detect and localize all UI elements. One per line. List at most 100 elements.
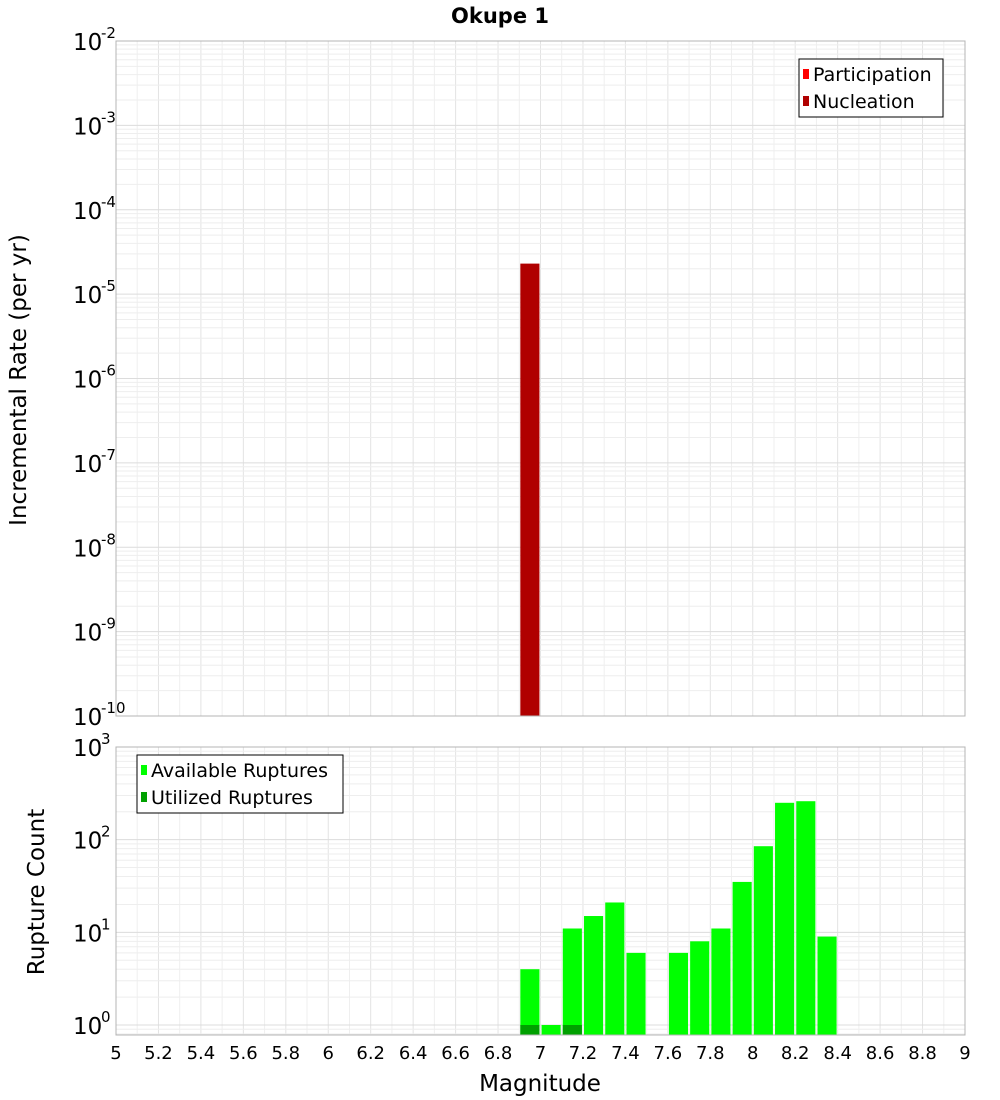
y-tick-base: 10 xyxy=(73,114,102,140)
x-tick-label: 8.2 xyxy=(781,1043,810,1064)
bar-available-ruptures xyxy=(775,802,795,1035)
bar-available-ruptures xyxy=(668,952,689,1035)
y-tick-exponent: 0 xyxy=(101,1008,111,1026)
y-tick-label: 10-6 xyxy=(73,362,116,394)
y-tick-base: 10 xyxy=(73,199,102,225)
bar-available-ruptures xyxy=(732,881,752,1035)
y-tick-exponent: -8 xyxy=(101,530,116,548)
x-tick-label: 6.8 xyxy=(484,1043,513,1064)
y-tick-base: 10 xyxy=(73,736,102,762)
y-tick-base: 10 xyxy=(73,452,102,478)
bar-utilized-ruptures xyxy=(562,1025,582,1035)
y-tick-label: 103 xyxy=(73,730,111,762)
x-tick-label: 7.2 xyxy=(569,1043,598,1064)
y-tick-exponent: 3 xyxy=(101,730,111,748)
x-tick-label: 5 xyxy=(110,1043,121,1064)
y-tick-exponent: 2 xyxy=(101,823,111,841)
y-tick-exponent: -3 xyxy=(101,108,116,126)
y-tick-label: 10-8 xyxy=(73,530,116,562)
legend-box xyxy=(136,754,344,814)
count-panel-legend: Available Ruptures Utilized Ruptures xyxy=(136,754,344,814)
y-tick-base: 10 xyxy=(73,829,102,855)
x-tick-label: 7 xyxy=(535,1043,546,1064)
y-tick-base: 10 xyxy=(73,705,102,731)
x-tick-labels: 5 5.2 5.4 5.6 5.8 6 6.2 6.4 6.6 6.8 7 7.2 7.4 7.6 7.8 8… xyxy=(110,1043,970,1064)
bar-available-ruptures xyxy=(711,928,731,1035)
legend-swatch xyxy=(803,69,809,79)
y-tick-label: 10-5 xyxy=(73,277,116,309)
rate-panel-bars xyxy=(520,263,540,716)
legend-swatch xyxy=(141,792,147,802)
bar-available-ruptures xyxy=(626,952,646,1035)
x-tick-label: 9 xyxy=(959,1043,970,1064)
y-tick-exponent: -9 xyxy=(101,615,116,633)
bar-available-ruptures xyxy=(690,941,710,1035)
y-tick-base: 10 xyxy=(73,368,102,394)
y-tick-base: 10 xyxy=(73,1014,102,1040)
x-tick-label: 8 xyxy=(747,1043,758,1064)
legend-label: Nucleation xyxy=(813,91,915,113)
x-tick-label: 6.2 xyxy=(356,1043,385,1064)
y-tick-base: 10 xyxy=(73,283,102,309)
x-tick-label: 7.8 xyxy=(696,1043,725,1064)
y-tick-exponent: -2 xyxy=(101,24,116,42)
x-tick-label: 7.4 xyxy=(611,1043,640,1064)
legend-label: Utilized Ruptures xyxy=(151,787,313,809)
legend-label: Available Ruptures xyxy=(151,760,328,782)
bar-available-ruptures xyxy=(584,916,604,1035)
legend-swatch xyxy=(803,96,809,106)
rate-panel-grid xyxy=(115,40,966,717)
bar-available-ruptures xyxy=(562,928,582,1035)
y-tick-exponent: 1 xyxy=(101,915,111,933)
bar-available-ruptures xyxy=(753,846,773,1035)
legend-swatch xyxy=(141,765,147,775)
y-tick-label: 10-2 xyxy=(73,24,116,56)
x-tick-label: 8.4 xyxy=(823,1043,852,1064)
y-tick-base: 10 xyxy=(73,536,102,562)
y-tick-exponent: -6 xyxy=(101,362,116,380)
y-tick-label: 10-4 xyxy=(73,193,116,225)
rate-panel-frame xyxy=(115,40,966,717)
rate-panel-y-axis-label: Incremental Rate (per yr) xyxy=(6,234,32,526)
y-tick-label: 100 xyxy=(73,1008,111,1040)
x-tick-label: 6 xyxy=(323,1043,334,1064)
x-tick-label: 5.6 xyxy=(229,1043,258,1064)
bar-available-ruptures xyxy=(796,801,816,1035)
y-tick-label: 101 xyxy=(73,915,111,947)
y-tick-label: 102 xyxy=(73,823,111,855)
bar-available-ruptures xyxy=(541,1025,561,1035)
y-tick-exponent: -4 xyxy=(101,193,116,211)
legend-box xyxy=(798,58,944,118)
x-tick-label: 5.2 xyxy=(144,1043,173,1064)
bar-available-ruptures xyxy=(520,969,540,1035)
y-tick-base: 10 xyxy=(73,921,102,947)
y-tick-label: 10-9 xyxy=(73,615,116,647)
y-tick-base: 10 xyxy=(73,621,102,647)
x-tick-label: 7.6 xyxy=(654,1043,683,1064)
count-panel-frame xyxy=(115,746,966,1036)
x-tick-label: 6.6 xyxy=(441,1043,470,1064)
rate-panel-legend: Participation Nucleation xyxy=(798,58,944,118)
legend-label: Participation xyxy=(813,64,932,86)
bar-utilized-ruptures xyxy=(520,1025,540,1035)
bar-available-ruptures xyxy=(817,936,837,1035)
bar-available-ruptures xyxy=(605,902,625,1035)
y-tick-exponent: -10 xyxy=(101,699,126,717)
y-tick-exponent: -7 xyxy=(101,446,116,464)
x-tick-label: 6.4 xyxy=(399,1043,428,1064)
x-axis-label: Magnitude xyxy=(479,1071,601,1097)
x-tick-label: 8.6 xyxy=(866,1043,895,1064)
y-tick-label: 10-10 xyxy=(73,699,126,731)
count-panel-y-axis-label: Rupture Count xyxy=(24,809,50,975)
x-tick-label: 5.4 xyxy=(187,1043,216,1064)
y-tick-exponent: -5 xyxy=(101,277,116,295)
y-tick-label: 10-3 xyxy=(73,108,116,140)
bar-nucleation xyxy=(520,263,540,716)
count-panel-bars xyxy=(520,801,837,1035)
x-tick-label: 5.8 xyxy=(271,1043,300,1064)
